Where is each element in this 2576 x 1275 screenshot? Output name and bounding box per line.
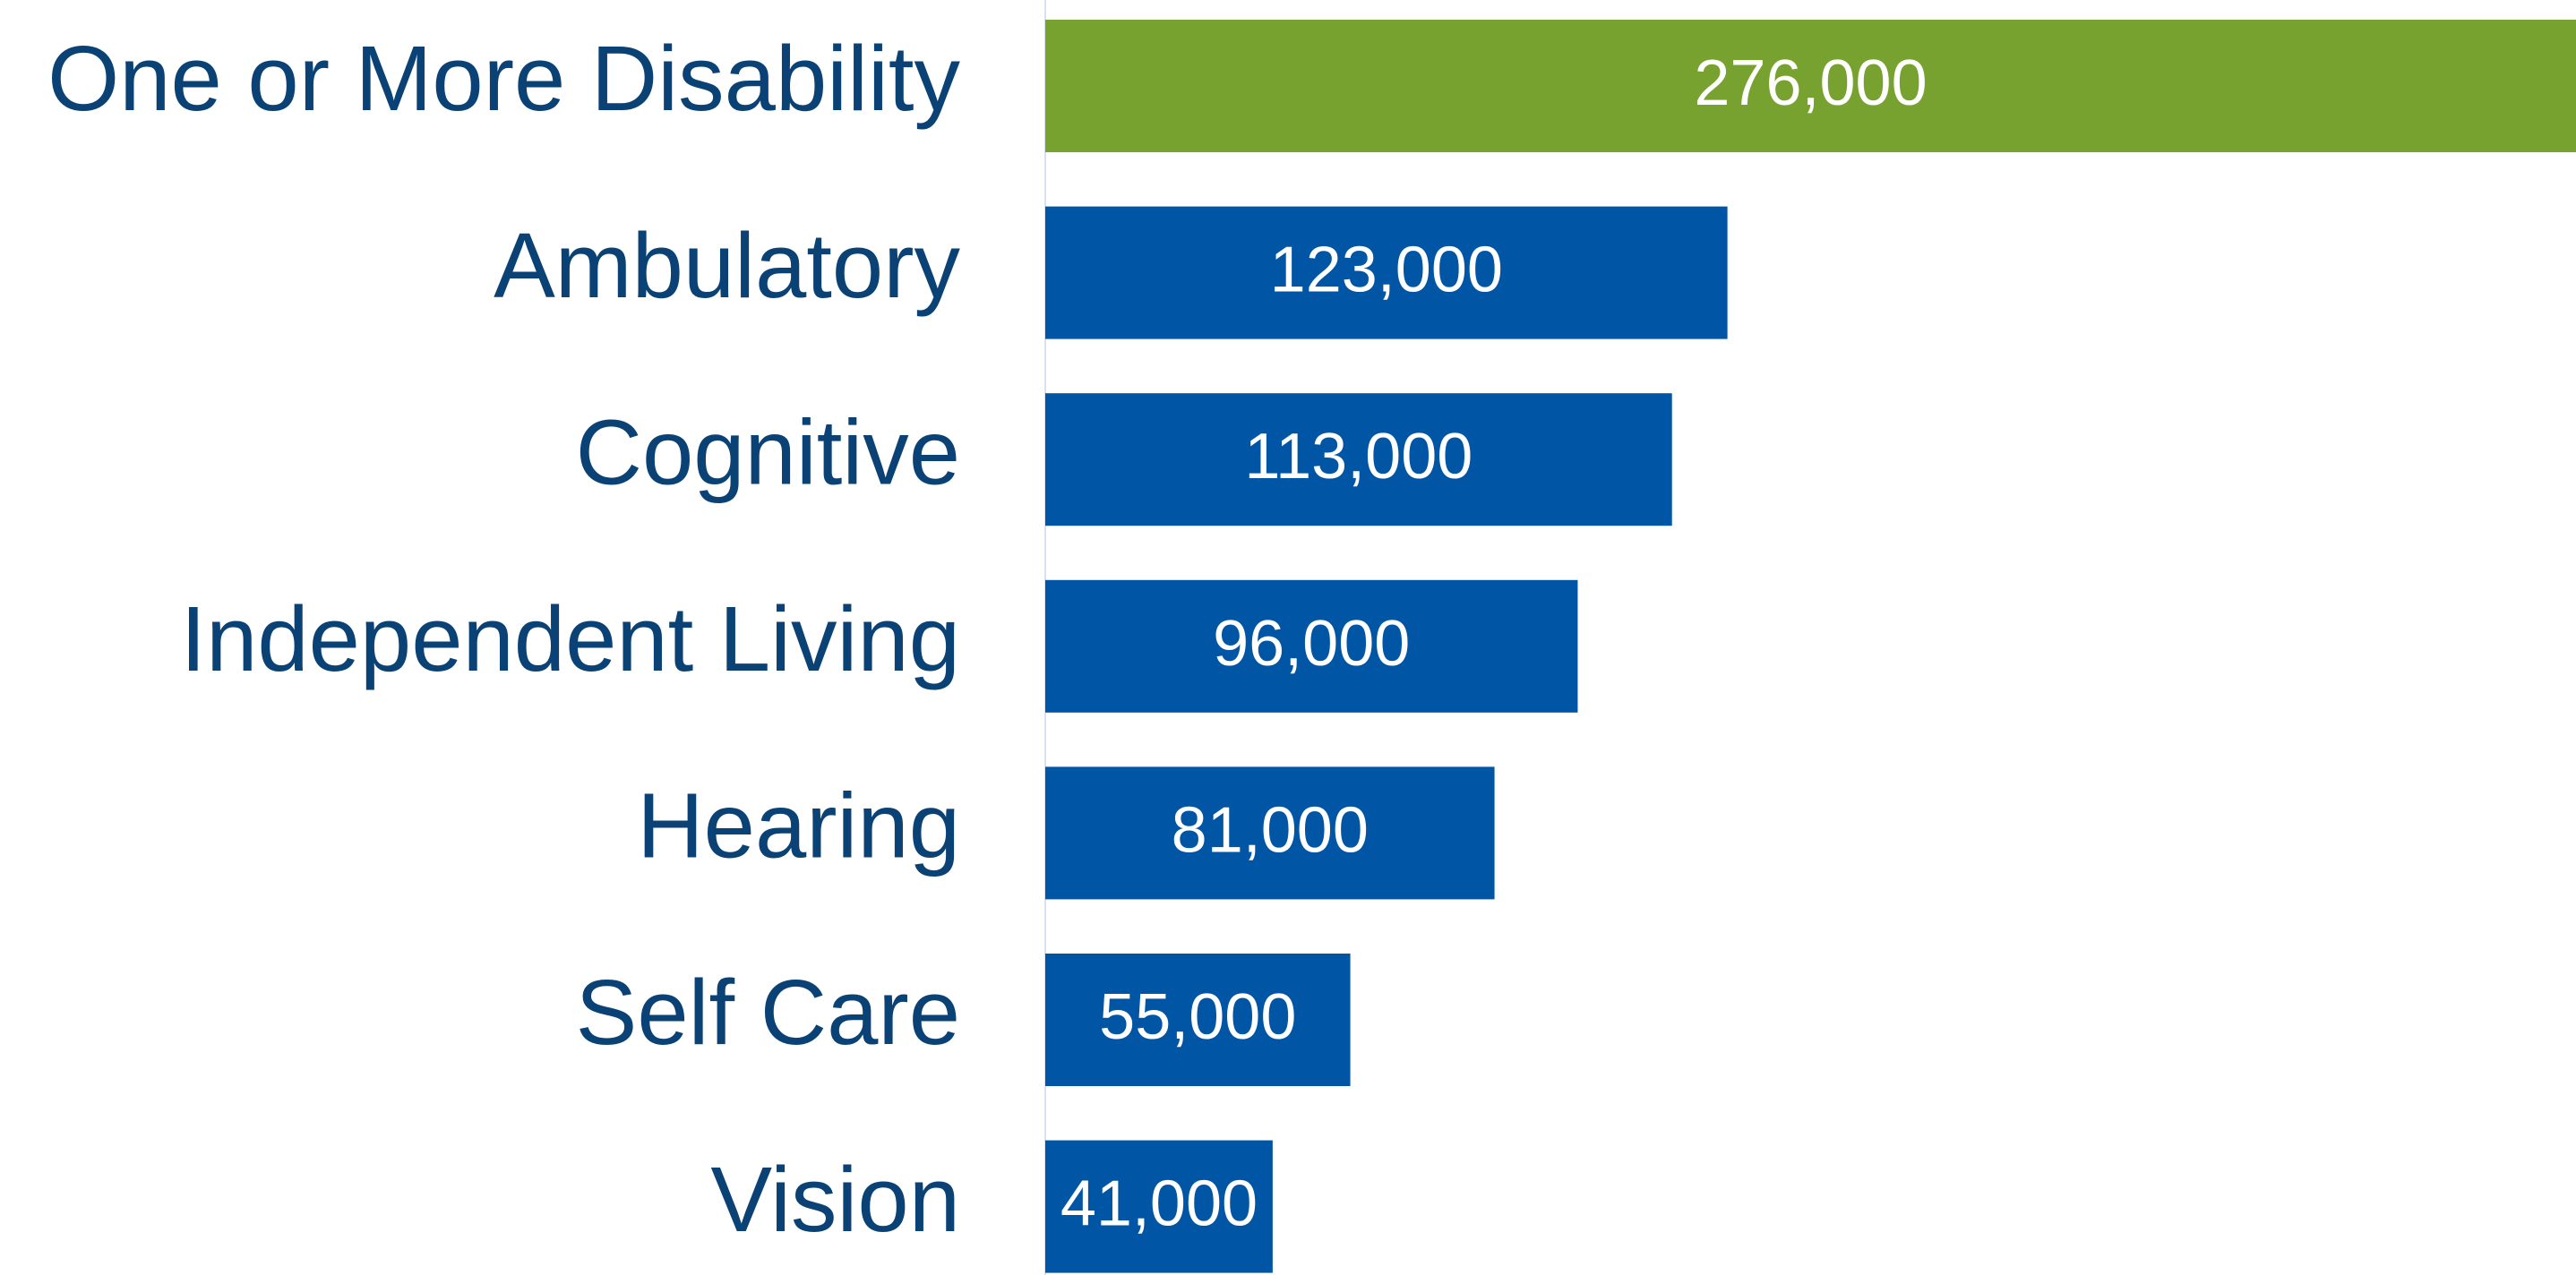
category-label: Self Care: [576, 961, 960, 1064]
category-label: Cognitive: [576, 400, 960, 503]
category-label: Ambulatory: [494, 214, 960, 317]
value-label: 81,000: [1172, 794, 1369, 866]
bar: [1045, 954, 1351, 1086]
bar: [1045, 579, 1578, 713]
bar: [1045, 393, 1672, 526]
value-label: 96,000: [1213, 608, 1410, 680]
bar: [1045, 206, 1728, 339]
value-label: 41,000: [1060, 1168, 1258, 1240]
value-label: 55,000: [1099, 981, 1296, 1053]
bar: [1045, 1140, 1273, 1273]
value-label: 123,000: [1270, 235, 1503, 306]
category-label: Vision: [710, 1148, 960, 1251]
category-label: Hearing: [637, 774, 960, 877]
value-label: 113,000: [1244, 421, 1473, 492]
category-label: Independent Living: [180, 587, 960, 690]
bar: [1045, 20, 2576, 152]
category-label: One or More Disability: [47, 27, 960, 130]
bar: [1045, 766, 1495, 900]
value-label: 276,000: [1694, 47, 1927, 119]
